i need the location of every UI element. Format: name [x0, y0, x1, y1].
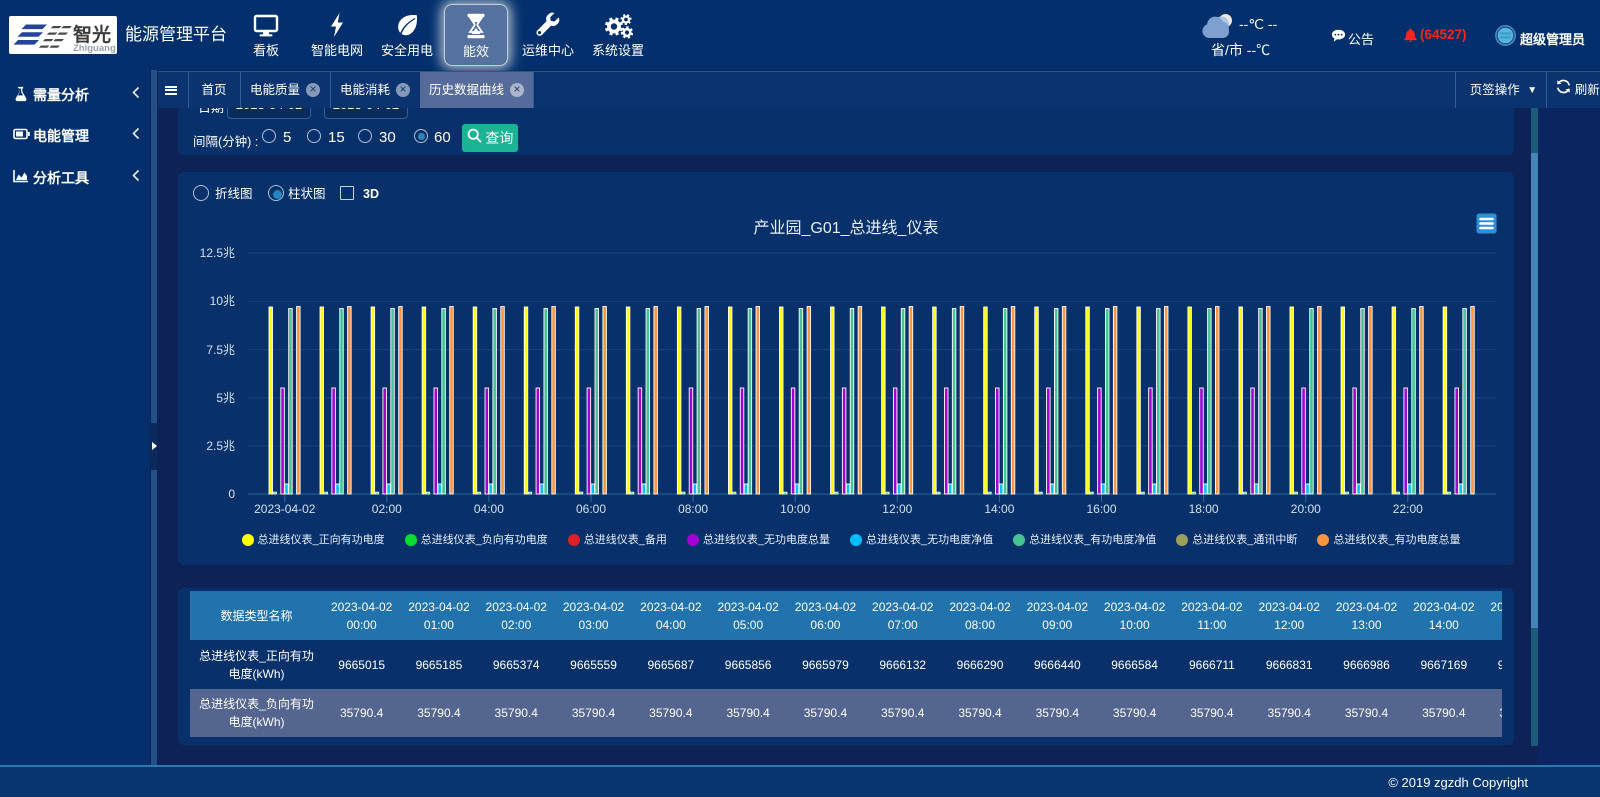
svg-text:04:00: 04:00: [474, 502, 504, 516]
svg-text:06:00: 06:00: [576, 502, 606, 516]
svg-text:5兆: 5兆: [216, 391, 235, 405]
svg-text:12:00: 12:00: [882, 502, 912, 516]
svg-text:2023-04-02: 2023-04-02: [254, 502, 316, 516]
svg-text:12.5兆: 12.5兆: [200, 246, 235, 260]
svg-text:10:00: 10:00: [780, 502, 810, 516]
svg-text:18:00: 18:00: [1189, 502, 1219, 516]
svg-text:智光: 智光: [73, 23, 111, 46]
svg-text:0: 0: [228, 487, 235, 501]
svg-text:16:00: 16:00: [1086, 502, 1116, 516]
svg-text:20:00: 20:00: [1291, 502, 1321, 516]
svg-text:10兆: 10兆: [210, 294, 235, 308]
svg-text:Zhiguang: Zhiguang: [73, 43, 116, 54]
svg-text:7.5兆: 7.5兆: [206, 343, 235, 357]
svg-text:22:00: 22:00: [1393, 502, 1423, 516]
svg-text:14:00: 14:00: [984, 502, 1014, 516]
svg-text:2.5兆: 2.5兆: [206, 439, 235, 453]
svg-text:08:00: 08:00: [678, 502, 708, 516]
svg-text:02:00: 02:00: [372, 502, 402, 516]
